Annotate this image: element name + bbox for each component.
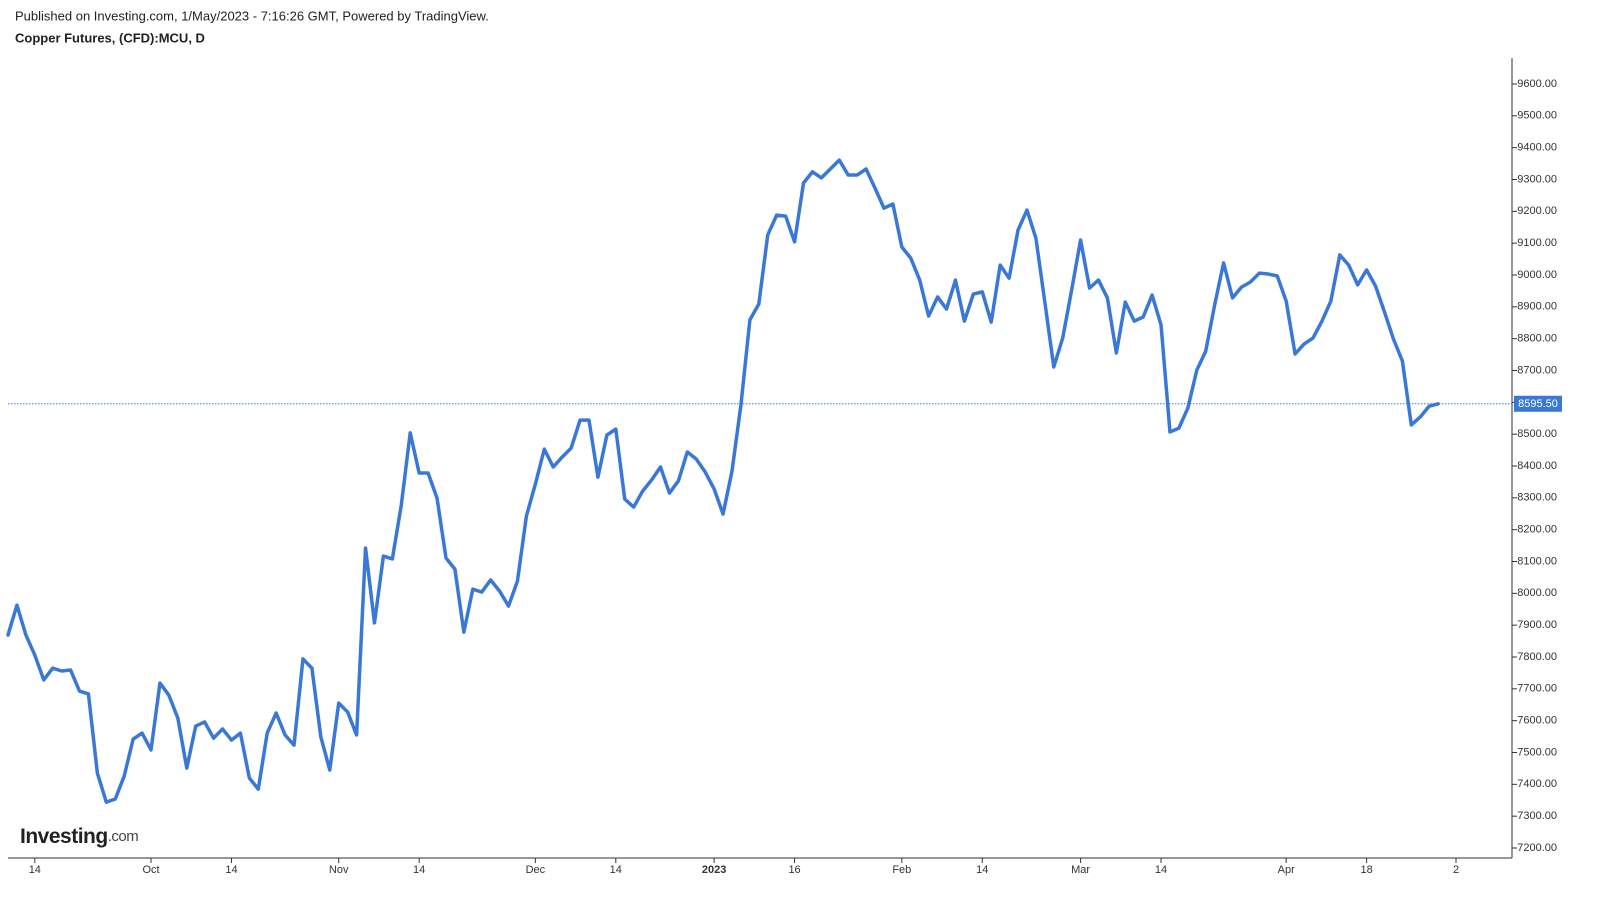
y-tick-label: 9300.00 (1517, 173, 1557, 185)
x-tick-label: 2023 (702, 864, 726, 876)
x-tick-label: 14 (413, 864, 425, 876)
y-tick-label: 8800.00 (1517, 333, 1557, 345)
y-tick-label: 7400.00 (1517, 778, 1557, 790)
y-tick-label: 7800.00 (1517, 651, 1557, 663)
y-tick-label: 7300.00 (1517, 810, 1557, 822)
y-tick-label: 9500.00 (1517, 110, 1557, 122)
y-tick-label: 9000.00 (1517, 269, 1557, 281)
y-tick-label: 7600.00 (1517, 715, 1557, 727)
x-tick-label: 14 (29, 864, 41, 876)
y-tick-label: 8400.00 (1517, 460, 1557, 472)
y-tick-label: 7900.00 (1517, 619, 1557, 631)
y-tick-label: 8700.00 (1517, 364, 1557, 376)
y-tick-label: 8300.00 (1517, 492, 1557, 504)
y-tick-label: 7500.00 (1517, 746, 1557, 758)
y-tick-label: 8000.00 (1517, 587, 1557, 599)
logo-name: Investing (20, 825, 108, 848)
logo-suffix: .com (108, 828, 139, 845)
x-tick-label: 14 (225, 864, 237, 876)
y-tick-label: 9100.00 (1517, 237, 1557, 249)
y-tick-label: 8200.00 (1517, 524, 1557, 536)
last-price-label: 8595.50 (1518, 398, 1558, 410)
x-tick-label: 2 (1453, 864, 1459, 876)
logo: Investing.com (20, 825, 138, 848)
y-tick-label: 7200.00 (1517, 842, 1557, 854)
x-tick-label: 18 (1360, 864, 1372, 876)
y-tick-label: 9600.00 (1517, 78, 1557, 90)
x-tick-label: Nov (329, 864, 349, 876)
x-tick-label: 16 (788, 864, 800, 876)
last-price-box (1514, 395, 1562, 412)
x-tick-label: 14 (610, 864, 622, 876)
y-tick-label: 7700.00 (1517, 683, 1557, 695)
x-tick-label: Dec (526, 864, 546, 876)
y-tick-label: 8500.00 (1517, 428, 1557, 440)
x-tick-label: 14 (1155, 864, 1167, 876)
price-line (6, 158, 1440, 804)
chart-title: Copper Futures, (CFD):MCU, D (15, 30, 205, 45)
chart-subtitle: Published on Investing.com, 1/May/2023 -… (15, 8, 489, 23)
x-tick-label: Apr (1278, 864, 1295, 876)
x-tick-label: Mar (1071, 864, 1090, 876)
x-tick-label: Feb (892, 864, 911, 876)
x-tick-label: Oct (142, 864, 159, 876)
y-tick-label: 8100.00 (1517, 555, 1557, 567)
y-tick-label: 8900.00 (1517, 301, 1557, 313)
y-tick-label: 9400.00 (1517, 142, 1557, 154)
y-tick-label: 9200.00 (1517, 205, 1557, 217)
x-tick-label: 14 (976, 864, 988, 876)
